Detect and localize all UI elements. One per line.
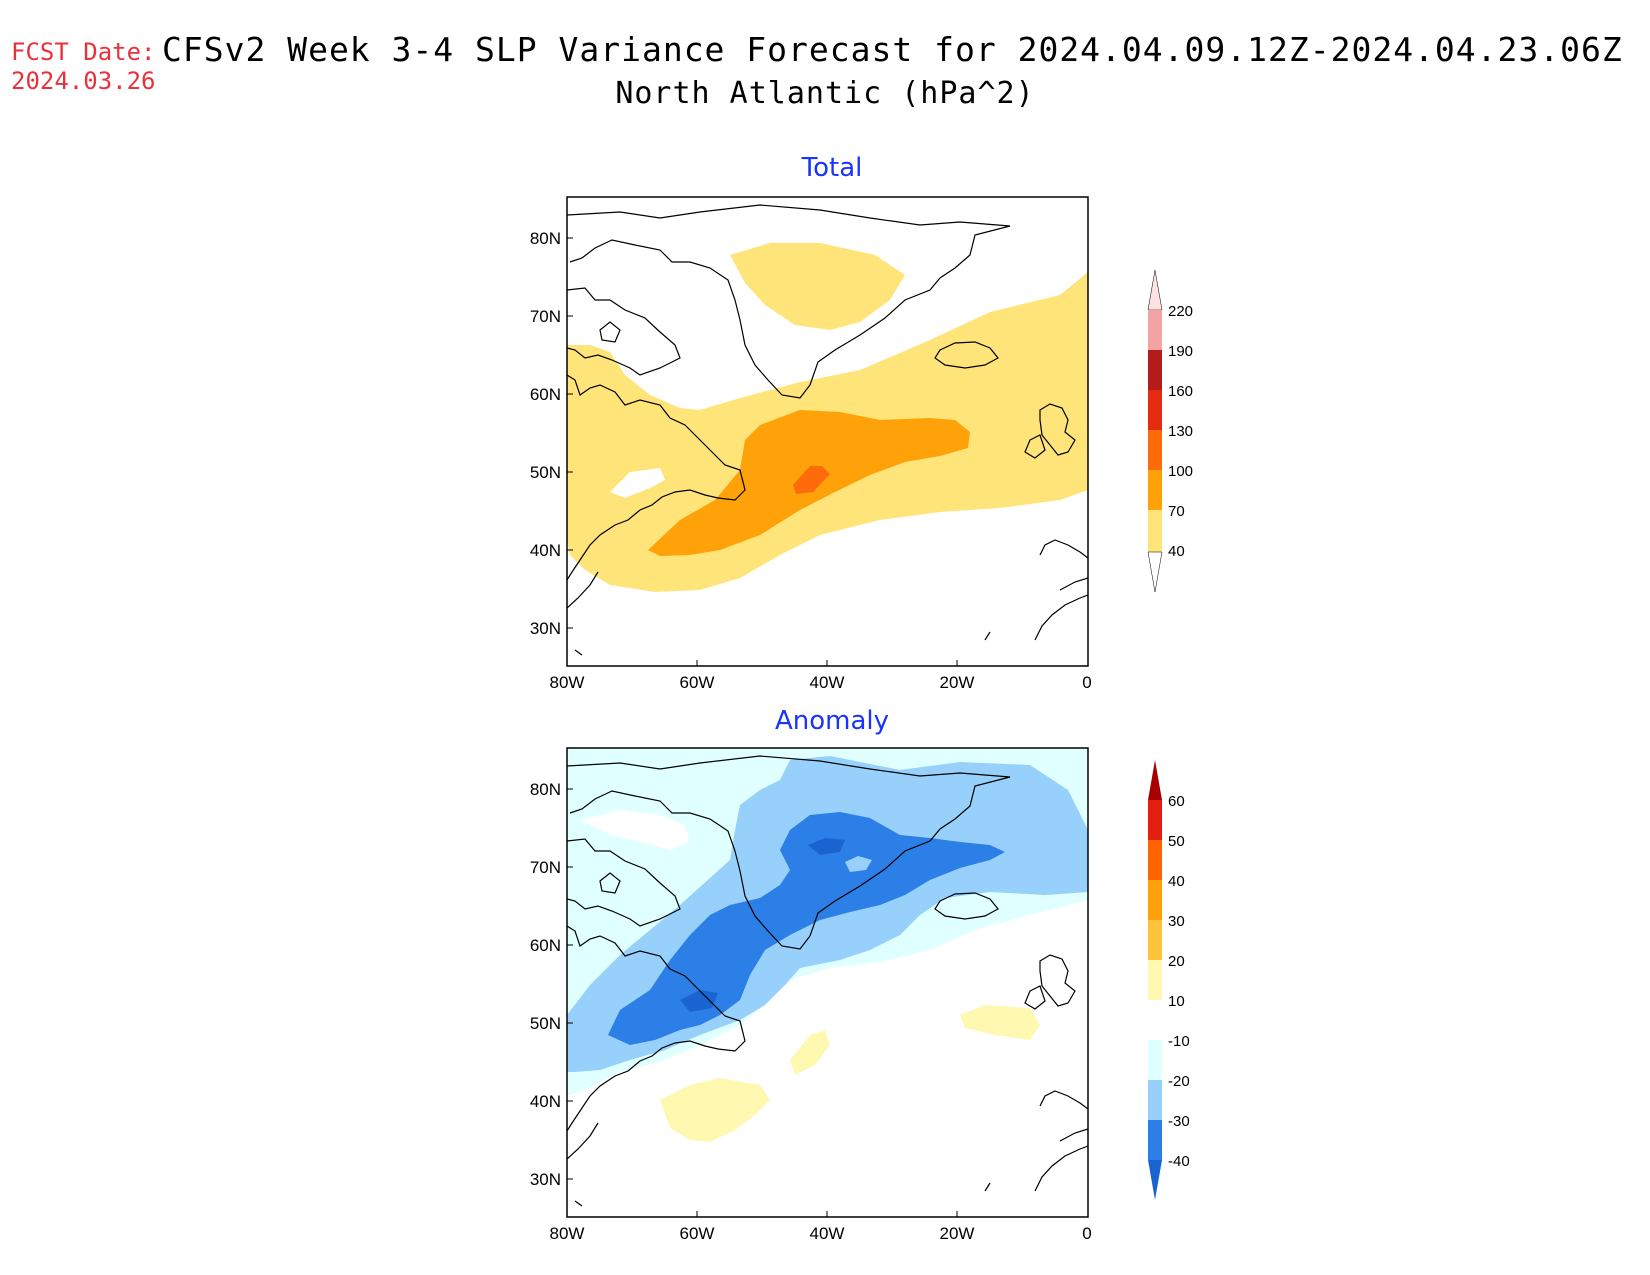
lon-label: 20W xyxy=(940,1224,975,1243)
lon-label: 40W xyxy=(810,673,845,692)
colorbar-anomaly: 60 50 40 30 20 10 -10 -20 -30 -40 xyxy=(1148,760,1190,1200)
lon-label: 80W xyxy=(550,673,585,692)
contour-100-130 xyxy=(793,466,830,494)
colorbar-label: -20 xyxy=(1168,1073,1190,1090)
colorbar-label: 60 xyxy=(1168,793,1185,810)
main-title: CFSv2 Week 3-4 SLP Variance Forecast for… xyxy=(162,30,1623,69)
colorbar-label: 100 xyxy=(1168,463,1193,480)
contour-40-70-greenland xyxy=(730,243,905,330)
lat-label: 40N xyxy=(530,1092,561,1111)
lat-label: 80N xyxy=(530,229,561,248)
lon-label: 80W xyxy=(550,1224,585,1243)
lat-label: 30N xyxy=(530,619,561,638)
colorbar-label: 40 xyxy=(1168,873,1185,890)
fcst-date-value: 2024.03.26 xyxy=(11,67,156,95)
colorbar-label: -30 xyxy=(1168,1113,1190,1130)
contour-pos10-c xyxy=(960,1005,1040,1040)
sub-title: North Atlantic (hPa^2) xyxy=(615,76,1035,111)
colorbar-label: 160 xyxy=(1168,383,1193,400)
panel-title-total: Total xyxy=(801,153,863,183)
lat-label: 70N xyxy=(530,307,561,326)
map-anomaly: 80N 70N 60N 50N 40N 30N 80W 60W 40W 20W … xyxy=(530,747,1092,1243)
map-total: 80N 70N 60N 50N 40N 30N 80W 60W 40W 20W … xyxy=(530,196,1092,692)
lon-label: 60W xyxy=(680,673,715,692)
panel-title-anomaly: Anomaly xyxy=(774,706,890,736)
fcst-date-label: FCST Date: xyxy=(11,38,156,66)
lat-label: 60N xyxy=(530,385,561,404)
colorbar-label: 220 xyxy=(1168,303,1193,320)
colorbar-label: 10 xyxy=(1168,993,1185,1010)
lon-label: 0 xyxy=(1082,673,1091,692)
colorbar-label: 50 xyxy=(1168,833,1185,850)
lat-label: 50N xyxy=(530,1014,561,1033)
lon-label: 20W xyxy=(940,673,975,692)
lat-label: 40N xyxy=(530,541,561,560)
lon-label: 40W xyxy=(810,1224,845,1243)
contour-pos10-b xyxy=(790,1030,830,1075)
contour-neg40-b xyxy=(680,990,718,1012)
colorbar-label: -40 xyxy=(1168,1153,1190,1170)
colorbar-label: -10 xyxy=(1168,1033,1190,1050)
lat-label: 70N xyxy=(530,858,561,877)
colorbar-label: 30 xyxy=(1168,913,1185,930)
lon-label: 60W xyxy=(680,1224,715,1243)
lat-label: 60N xyxy=(530,936,561,955)
contour-pos10-a xyxy=(660,1078,770,1142)
contour-hole xyxy=(610,468,665,498)
contour-neg30 xyxy=(608,812,1005,1045)
lat-label: 50N xyxy=(530,463,561,482)
colorbar-label: 40 xyxy=(1168,543,1185,560)
contour-neg40-a xyxy=(808,838,845,855)
colorbar-label: 20 xyxy=(1168,953,1185,970)
colorbar-label: 70 xyxy=(1168,503,1185,520)
lat-label: 30N xyxy=(530,1170,561,1189)
colorbar-total: 220 190 160 130 100 70 40 xyxy=(1147,269,1193,593)
lat-label: 80N xyxy=(530,780,561,799)
lon-label: 0 xyxy=(1082,1224,1091,1243)
colorbar-label: 190 xyxy=(1168,343,1193,360)
colorbar-label: 130 xyxy=(1168,423,1193,440)
